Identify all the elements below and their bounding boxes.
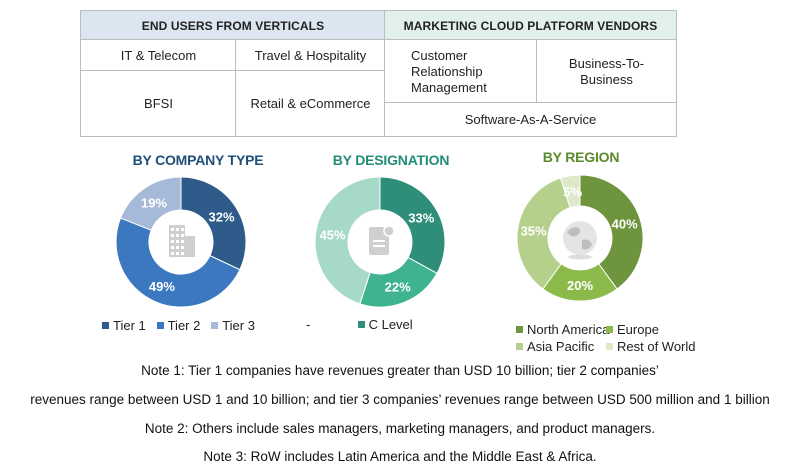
legend-label: C Level [368,317,413,332]
legend-label: North America [527,322,610,337]
donut-hole [349,211,411,273]
vendors-header: MARKETING CLOUD PLATFORM VENDORS [385,11,676,40]
donut-slice [516,177,571,290]
legend-swatch [606,326,613,333]
legend-label: Tier 3 [222,318,255,333]
data-label: 49% [149,279,175,294]
legend-swatch [156,322,164,329]
legend-company-type: Tier 1 Tier 2 Tier 3 [102,318,255,333]
legend-item: Tier 1 [102,318,146,333]
document-icon [369,225,395,255]
data-label: 35% [521,224,547,239]
vendor-crm: Customer Relationship Management [411,47,487,95]
legend-swatch [516,326,523,333]
legend-label: - [306,317,311,332]
legend-swatch [211,322,219,329]
legend-label: Tier 1 [113,318,146,333]
legend-item: Tier 2 [156,318,201,333]
note-2: Note 2: Others include sales managers, m… [144,421,656,436]
legend-item: North America [516,321,610,338]
segment-table: END USERS FROM VERTICALS MARKETING CLOUD… [80,10,677,137]
legend-item: C Level [357,317,413,332]
vertical-travel-hospitality: Travel & Hospitality [254,47,367,63]
data-label: 19% [141,195,167,210]
donut-slice [180,176,247,271]
chart-title-region: BY REGION [542,149,620,165]
building-icon [169,225,195,257]
legend-swatch [102,322,109,329]
table-divider [81,39,676,40]
donut-slice [119,176,182,231]
donut-slice [542,263,618,302]
legend-designation: - C Level [306,317,413,332]
legend-label: Rest of World [617,339,696,354]
vertical-it-telecom: IT & Telecom [120,47,197,63]
donut-slice [379,176,446,274]
donut-slice [559,174,581,209]
table-divider [235,40,236,136]
donut-slice [314,176,381,305]
table-divider [81,70,385,71]
data-label: 33% [408,211,434,226]
donut-hole [150,211,212,273]
vertical-bfsi: BFSI [144,95,173,111]
legend-label: Tier 2 [167,318,201,333]
chart-title-company-type: BY COMPANY TYPE [132,152,264,168]
legend-swatch [357,321,365,328]
donut-slice [115,217,241,308]
legend-swatch [516,343,523,350]
legend-item: Europe [606,322,659,337]
table-divider [384,11,385,136]
legend-label: Europe [617,322,659,337]
legend-swatch [606,343,613,350]
table-divider [385,102,676,103]
donut-slice [579,174,644,290]
legend-label: Asia Pacific [527,339,595,354]
legend-item: Rest of World [606,339,696,354]
data-label: 5% [563,185,582,200]
note-1-continued: revenues range between USD 1 and 10 bill… [30,392,770,407]
note-3: Note 3: RoW includes Latin America and t… [203,449,597,464]
vendor-b2b: Business-To- Business [568,55,645,87]
chart-title-designation: BY DESIGNATION [332,152,450,168]
legend-region: North America Europe Asia Pacific Rest of … [516,321,696,355]
data-label: 32% [209,209,235,224]
table-divider [536,40,537,103]
data-label: 22% [385,280,411,295]
donut-slice [359,256,438,308]
vendor-saas: Software-As-A-Service [464,111,597,127]
data-label: 20% [567,278,593,293]
globe-icon [563,221,597,260]
verticals-header: END USERS FROM VERTICALS [81,11,385,40]
data-label: 45% [320,227,346,242]
legend-item: Asia Pacific [516,338,606,355]
donut-hole [549,207,611,269]
legend-item: Tier 3 [211,318,255,333]
note-1: Note 1: Tier 1 companies have revenues g… [141,363,659,378]
data-label: 40% [612,216,638,231]
vertical-retail-ecommerce: Retail & eCommerce [250,95,371,111]
